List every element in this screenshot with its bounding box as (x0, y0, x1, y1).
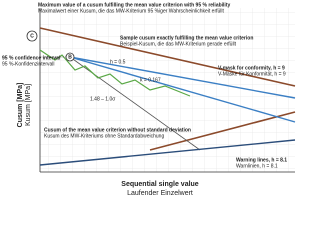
warning-line (69, 56, 296, 99)
y-axis-label: Kusum [MPa] (25, 84, 32, 126)
annotation: Warnlinien, h = 8.1 (236, 163, 278, 169)
point-b (65, 52, 75, 62)
annotation: 95 %-Konfidenzintervall (2, 61, 55, 67)
label-c: C (30, 33, 34, 39)
mean-criterion-line (39, 139, 296, 166)
annotation: V-mask for conformity, h = 9 (218, 65, 285, 71)
x-axis-label: Sequential single value (121, 181, 199, 188)
annotation: Warning lines, h = 8.1 (236, 157, 287, 163)
grid (40, 8, 295, 172)
sample-cusum (39, 49, 191, 97)
v-mask-lower (149, 111, 296, 151)
warning-line (69, 56, 296, 123)
annotation: Sample cusum exactly fulfilling the mean… (120, 35, 253, 41)
label: h = 0.5 (110, 59, 126, 65)
annotation: Kusum des MW-Kriteriums ohne Standardabw… (44, 133, 164, 139)
annotation: Cusum of the mean value criterion withou… (44, 127, 191, 133)
label: k = 0.167 (140, 77, 161, 83)
label-b: B (68, 54, 72, 60)
point-c (26, 30, 38, 42)
v-mask-upper (39, 27, 296, 87)
x-axis-label: Laufender Einzelwert (127, 190, 193, 197)
diagram: C B Maximum value of a cusum fulfilling … (2, 2, 296, 197)
label: 1.48 – 1.0σ (90, 96, 116, 102)
annotation: Maximalwert einer Kusum, die das MW-Krit… (38, 8, 225, 14)
annotation: Maximum value of a cusum fulfilling the … (38, 2, 230, 8)
annotation: Beispiel-Kusum, die das MW-Kriterium ger… (120, 41, 237, 47)
y-axis-label: Cusum [MPa] (17, 83, 24, 128)
annotation: 95 % confidence interval (2, 55, 61, 61)
annotation: V-Maske für Konformität, h = 9 (218, 71, 286, 77)
